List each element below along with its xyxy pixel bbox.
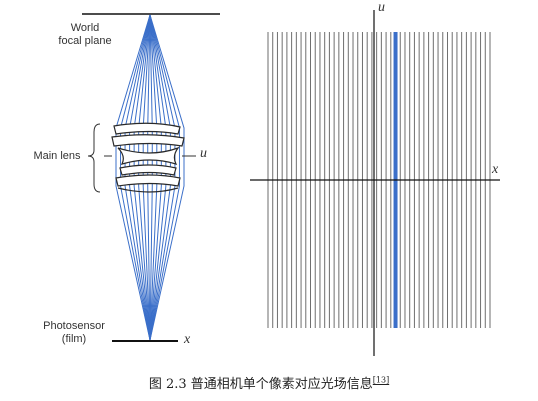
- caption-text: 图 2.3 普通相机单个像素对应光场信息: [148, 377, 373, 392]
- lens-element: [117, 187, 179, 193]
- sensor-x-axis-label: x: [184, 332, 191, 347]
- main-lens-label: Main lens: [33, 150, 81, 162]
- light-ray: [149, 14, 180, 341]
- photosensor-label: Photosensor (film): [34, 320, 114, 346]
- photosensor-label-line2: (film): [61, 333, 87, 345]
- world-label-line1: World: [70, 22, 100, 34]
- lens-element: [113, 122, 181, 135]
- lens-element: [119, 164, 177, 176]
- lens-element: [111, 134, 185, 147]
- lens-element: [117, 146, 180, 165]
- ray-space-x-label: x: [492, 162, 499, 177]
- caption-reference: [13]: [372, 375, 390, 385]
- ray-space-u-label: u: [378, 0, 385, 15]
- photosensor-label-line1: Photosensor: [43, 320, 105, 332]
- optics-diagram: [82, 13, 220, 342]
- light-ray: [149, 14, 185, 341]
- lens-bracket: [87, 123, 101, 193]
- light-ray: [115, 14, 151, 341]
- light-ray: [120, 14, 151, 341]
- lens-element: [115, 174, 181, 187]
- world-label: World focal plane: [50, 22, 120, 48]
- lens-elements: [111, 122, 185, 193]
- world-label-line2: focal plane: [58, 35, 112, 47]
- lens-u-axis-label: u: [200, 146, 207, 161]
- ray-space-diagram: [250, 10, 500, 356]
- figure-caption: 图 2.3 普通相机单个像素对应光场信息[13]: [0, 373, 538, 392]
